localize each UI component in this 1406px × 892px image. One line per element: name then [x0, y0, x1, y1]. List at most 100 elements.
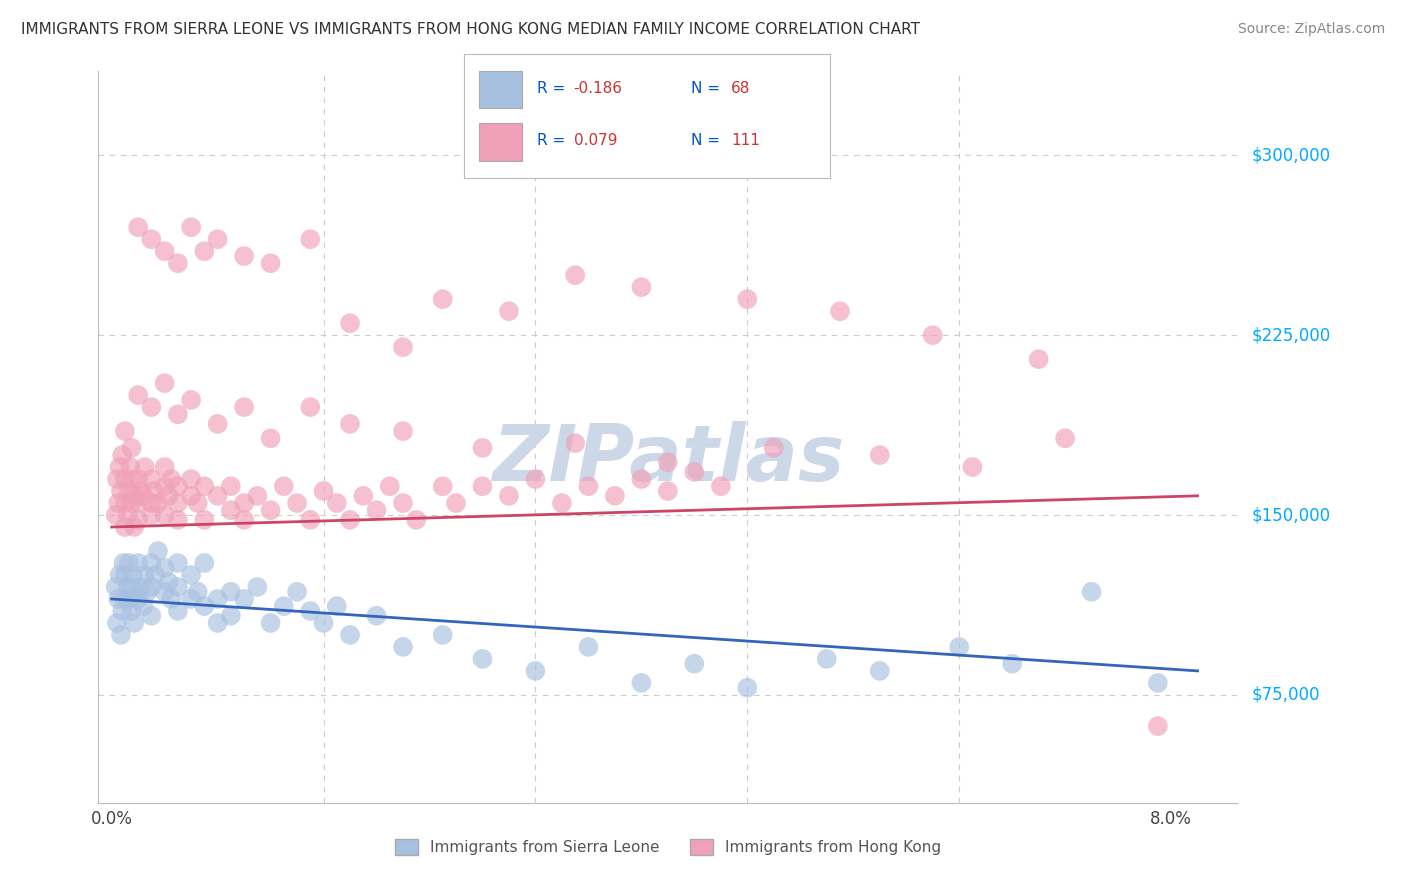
- Point: [127, 556, 149, 570]
- Point: [285, 496, 308, 510]
- Point: [187, 496, 209, 510]
- Point: [127, 496, 149, 510]
- Text: $300,000: $300,000: [1251, 146, 1330, 164]
- Point: [180, 220, 202, 235]
- Point: [444, 496, 467, 510]
- Point: [432, 628, 454, 642]
- Point: [153, 376, 176, 391]
- Point: [471, 479, 494, 493]
- Point: [141, 556, 163, 570]
- Point: [193, 244, 215, 259]
- Point: [153, 244, 176, 259]
- Text: $150,000: $150,000: [1251, 506, 1330, 524]
- Point: [114, 424, 136, 438]
- Point: [828, 304, 851, 318]
- Point: [1146, 676, 1168, 690]
- Point: [366, 608, 388, 623]
- Point: [167, 479, 190, 493]
- Point: [141, 508, 163, 522]
- Point: [366, 503, 388, 517]
- Text: 68: 68: [731, 81, 751, 96]
- Point: [259, 256, 281, 270]
- Point: [299, 513, 322, 527]
- Text: 111: 111: [731, 134, 759, 148]
- Point: [710, 479, 733, 493]
- Point: [160, 591, 183, 606]
- Point: [432, 479, 454, 493]
- Point: [299, 604, 322, 618]
- Point: [219, 479, 242, 493]
- Point: [153, 479, 176, 493]
- Point: [141, 608, 163, 623]
- Point: [114, 520, 136, 534]
- Point: [193, 599, 215, 614]
- Point: [471, 441, 494, 455]
- Point: [630, 472, 652, 486]
- Point: [737, 292, 759, 306]
- Point: [576, 479, 599, 493]
- Point: [1001, 657, 1024, 671]
- Point: [107, 496, 129, 510]
- Point: [259, 431, 281, 445]
- Point: [962, 460, 984, 475]
- Text: $75,000: $75,000: [1251, 686, 1320, 704]
- Point: [869, 664, 891, 678]
- Point: [498, 489, 520, 503]
- Point: [869, 448, 891, 462]
- Point: [127, 472, 149, 486]
- Point: [630, 280, 652, 294]
- Point: [136, 584, 159, 599]
- Point: [326, 599, 349, 614]
- Point: [657, 483, 679, 498]
- Point: [233, 400, 256, 414]
- Point: [110, 628, 132, 642]
- Point: [285, 584, 308, 599]
- Point: [1028, 352, 1050, 367]
- Point: [107, 591, 129, 606]
- Point: [117, 508, 139, 522]
- Point: [193, 513, 215, 527]
- Point: [576, 640, 599, 654]
- Point: [233, 513, 256, 527]
- Point: [193, 479, 215, 493]
- Point: [111, 604, 134, 618]
- Point: [114, 496, 136, 510]
- Point: [157, 575, 180, 590]
- Point: [564, 436, 586, 450]
- Point: [564, 268, 586, 283]
- Point: [114, 591, 136, 606]
- Point: [141, 400, 163, 414]
- Point: [207, 489, 229, 503]
- Point: [127, 388, 149, 402]
- Point: [1146, 719, 1168, 733]
- Text: R =: R =: [537, 81, 571, 96]
- Point: [207, 615, 229, 630]
- Point: [948, 640, 970, 654]
- Point: [180, 489, 202, 503]
- Text: -0.186: -0.186: [574, 81, 623, 96]
- Point: [167, 256, 190, 270]
- Point: [108, 568, 131, 582]
- Text: IMMIGRANTS FROM SIERRA LEONE VS IMMIGRANTS FROM HONG KONG MEDIAN FAMILY INCOME C: IMMIGRANTS FROM SIERRA LEONE VS IMMIGRAN…: [21, 22, 920, 37]
- Point: [111, 448, 134, 462]
- Point: [193, 556, 215, 570]
- Point: [339, 513, 361, 527]
- Point: [160, 472, 183, 486]
- Point: [121, 472, 143, 486]
- Point: [326, 496, 349, 510]
- Text: 0.079: 0.079: [574, 134, 617, 148]
- Point: [104, 580, 127, 594]
- Point: [233, 591, 256, 606]
- Point: [921, 328, 943, 343]
- Bar: [478, 123, 523, 161]
- Point: [141, 580, 163, 594]
- Legend: Immigrants from Sierra Leone, Immigrants from Hong Kong: Immigrants from Sierra Leone, Immigrants…: [388, 833, 948, 861]
- Point: [153, 460, 176, 475]
- Point: [121, 604, 143, 618]
- Point: [299, 232, 322, 246]
- Point: [392, 640, 415, 654]
- Point: [141, 232, 163, 246]
- Point: [105, 615, 128, 630]
- Point: [180, 392, 202, 407]
- Point: [187, 584, 209, 599]
